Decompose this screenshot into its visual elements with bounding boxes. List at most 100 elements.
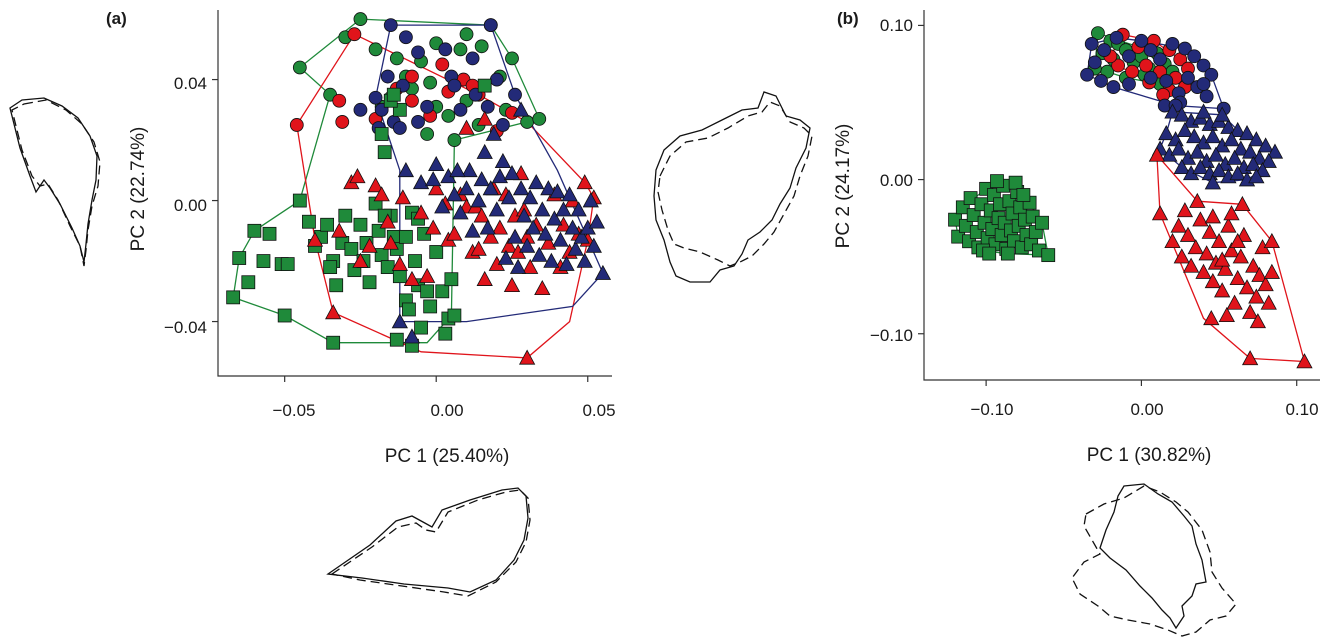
- panel-a-point-triangle-5-21: [508, 229, 523, 243]
- panel-b-point-triangle-5-7: [1188, 240, 1203, 254]
- panel-a-point-square-3-17: [339, 209, 352, 222]
- panel-b-point-triangle-5-3: [1171, 218, 1186, 232]
- panel-b-xtick-label-1: 0.00: [1130, 400, 1163, 419]
- panel-a: (a) −0.05 0.00 0.05 0.04 0.00 −0.04 PC 1…: [106, 9, 616, 467]
- panel-a-point-square-3-27: [381, 261, 394, 274]
- panel-a-ytick-label-0: −0.04: [164, 318, 207, 337]
- panel-a-point-circle-2-1: [399, 31, 412, 44]
- panel-a-ytick-label-1: 0.00: [174, 196, 207, 215]
- panel-a-point-circle-0-5: [390, 52, 403, 65]
- panel-b-point-square-3-45: [1017, 189, 1030, 202]
- panel-b-point-triangle-4-17: [1205, 129, 1220, 143]
- panel-b-point-circle-2-8: [1166, 37, 1179, 50]
- panel-b-point-triangle-5-41: [1205, 209, 1220, 223]
- panel-a-point-square-3-55: [387, 88, 400, 101]
- panel-a-point-square-3-41: [430, 245, 443, 258]
- panel-a-point-square-3-58: [478, 79, 491, 92]
- panel-a-point-square-3-49: [324, 261, 337, 274]
- panel-a-point-square-3-1: [233, 252, 246, 265]
- panel-a-point-square-3-3: [248, 224, 261, 237]
- panel-a-point-triangle-4-26: [477, 272, 492, 286]
- panel-a-xtick-label-1: 0.00: [430, 401, 463, 420]
- panel-a-point-circle-2-15: [421, 100, 434, 113]
- panel-a-point-circle-1-5: [436, 58, 449, 71]
- panel-b-point-triangle-5-35: [1264, 234, 1279, 248]
- panel-a-point-triangle-5-55: [450, 163, 465, 177]
- panel-a-point-circle-2-3: [439, 43, 452, 56]
- panel-b-ytick-label-2: 0.10: [880, 16, 913, 35]
- panel-a-point-square-3-0: [227, 291, 240, 304]
- panel-a-y-axis-title: PC 2 (22.74%): [128, 127, 149, 252]
- panel-a-point-square-3-57: [378, 146, 391, 159]
- panel-a-point-square-3-10: [302, 215, 315, 228]
- panel-a-point-circle-2-0: [384, 19, 397, 32]
- panel-a-point-circle-2-18: [481, 100, 494, 113]
- panel-b-point-triangle-5-20: [1230, 271, 1245, 285]
- panel-a-point-circle-0-3: [293, 61, 306, 74]
- panel-a-point-circle-2-21: [354, 103, 367, 116]
- shape-outline-left: [10, 98, 100, 266]
- panel-a-point-square-3-26: [375, 249, 388, 262]
- panel-a-point-circle-2-2: [412, 46, 425, 59]
- panel-a-point-square-3-35: [409, 255, 422, 268]
- panel-a-point-circle-2-17: [454, 103, 467, 116]
- panel-b-point-circle-2-7: [1154, 53, 1167, 66]
- panel-b-label: (b): [837, 9, 859, 28]
- panel-b-point-triangle-5-8: [1193, 212, 1208, 226]
- panel-a-point-square-3-20: [354, 218, 367, 231]
- panel-b-point-triangle-4-12: [1159, 126, 1174, 140]
- panel-a-point-circle-0-4: [369, 43, 382, 56]
- panel-a-point-square-3-44: [445, 273, 458, 286]
- panel-a-point-square-3-45: [448, 309, 461, 322]
- panel-a-point-circle-2-19: [448, 79, 461, 92]
- panel-a-point-circle-0-22: [421, 128, 434, 141]
- panel-a-point-square-3-9: [293, 194, 306, 207]
- panel-a-point-square-3-2: [242, 276, 255, 289]
- panel-b-point-circle-2-2: [1098, 44, 1111, 57]
- panel-a-xtick-label-2: 0.05: [582, 401, 615, 420]
- panel-a-point-circle-0-14: [424, 76, 437, 89]
- panel-a-point-triangle-4-54: [459, 120, 474, 134]
- panel-a-point-triangle-5-7: [462, 163, 477, 177]
- panel-b-point-triangle-5-38: [1204, 311, 1219, 325]
- panel-a-point-triangle-5-54: [429, 157, 444, 171]
- panel-a-point-circle-0-9: [460, 28, 473, 41]
- panel-b-y-axis-title: PC 2 (24.17%): [833, 124, 854, 249]
- panel-b-ytick-label-1: 0.00: [880, 171, 913, 190]
- panel-b-point-circle-2-16: [1144, 71, 1157, 84]
- panel-b-point-triangle-4-45: [1196, 104, 1211, 118]
- panel-a-point-circle-1-2: [333, 94, 346, 107]
- panel-a-point-square-3-33: [402, 303, 415, 316]
- panel-b-point-square-3-39: [1042, 249, 1055, 262]
- panel-a-point-square-3-4: [257, 255, 270, 268]
- panel-a-point-square-3-37: [415, 321, 428, 334]
- panel-a-point-triangle-4-30: [492, 220, 507, 234]
- panel-a-point-triangle-5-0: [414, 175, 429, 189]
- panel-a-point-circle-2-22: [496, 118, 509, 131]
- panel-a-point-square-3-39: [421, 285, 434, 298]
- panel-a-point-circle-2-14: [412, 115, 425, 128]
- panel-a-ytick-label-2: 0.04: [174, 74, 207, 93]
- panel-a-point-square-3-8: [278, 309, 291, 322]
- panel-b-point-triangle-5-19: [1227, 295, 1242, 309]
- panel-a-point-circle-2-6: [490, 73, 503, 86]
- panel-b-point-square-3-43: [990, 175, 1003, 188]
- panel-b: (b) −0.10 0.00 0.10 0.10 0.00 −0.10 PC 1…: [833, 9, 1320, 466]
- panel-b-point-triangle-5-39: [1219, 308, 1234, 322]
- panel-b-markers: [949, 27, 1312, 368]
- panel-a-point-circle-1-1: [290, 118, 303, 131]
- panel-b-point-circle-2-14: [1107, 81, 1120, 94]
- panel-a-point-square-3-48: [327, 336, 340, 349]
- panel-a-point-triangle-5-51: [398, 163, 413, 177]
- panel-a-point-triangle-5-28: [529, 175, 544, 189]
- panel-a-point-square-3-51: [399, 230, 412, 243]
- panel-b-point-circle-2-21: [1200, 90, 1213, 103]
- panel-a-point-triangle-4-11: [395, 190, 410, 204]
- panel-b-point-triangle-5-11: [1202, 225, 1217, 239]
- panel-a-point-triangle-5-22: [511, 260, 526, 274]
- panel-a-point-triangle-4-14: [420, 269, 435, 283]
- shape-outline-a-right: [654, 92, 812, 282]
- panel-a-point-triangle-5-39: [562, 187, 577, 201]
- panel-b-point-circle-2-1: [1088, 56, 1101, 69]
